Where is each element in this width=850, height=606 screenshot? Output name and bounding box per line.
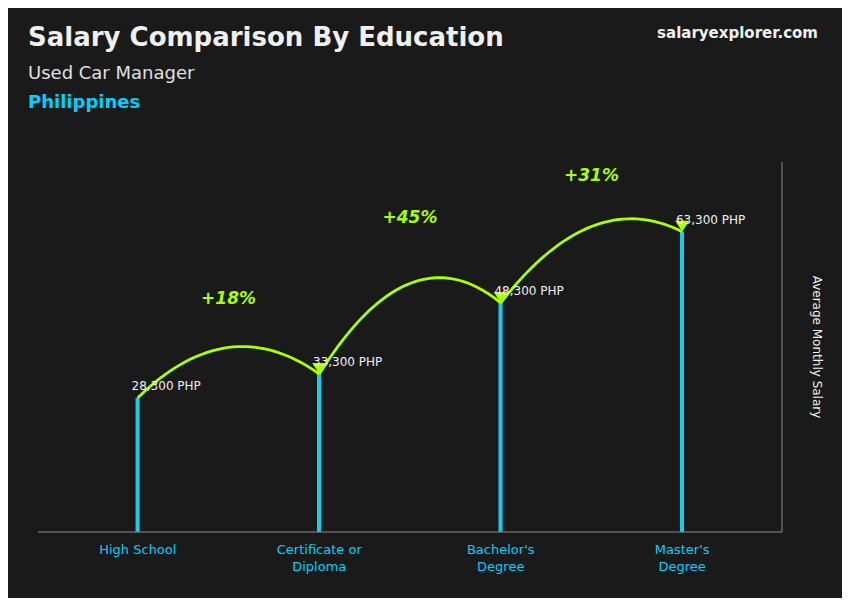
svg-text:+18%: +18% (201, 288, 256, 308)
svg-text:33,300 PHP: 33,300 PHP (313, 355, 382, 369)
html-text:Philippines: Philippines (28, 91, 141, 112)
svg-text:High School: High School (99, 542, 176, 557)
svg-text:28,300 PHP: 28,300 PHP (132, 379, 201, 393)
svg-text:Master'sDegree: Master'sDegree (655, 542, 710, 574)
svg-text:+31%: +31% (564, 165, 619, 185)
html-text:Salary Comparison By Education: Salary Comparison By Education (28, 22, 504, 52)
svg-text:Average Monthly Salary: Average Monthly Salary (810, 276, 824, 419)
svg-text:Bachelor'sDegree: Bachelor'sDegree (467, 542, 535, 574)
svg-text:48,300 PHP: 48,300 PHP (494, 284, 563, 298)
html-text:salaryexplorer.com: salaryexplorer.com (657, 24, 818, 42)
svg-text:Certificate orDiploma: Certificate orDiploma (277, 542, 363, 574)
svg-text:63,300 PHP: 63,300 PHP (676, 213, 745, 227)
svg-text:+45%: +45% (383, 207, 438, 227)
html-text:Used Car Manager: Used Car Manager (28, 62, 195, 83)
